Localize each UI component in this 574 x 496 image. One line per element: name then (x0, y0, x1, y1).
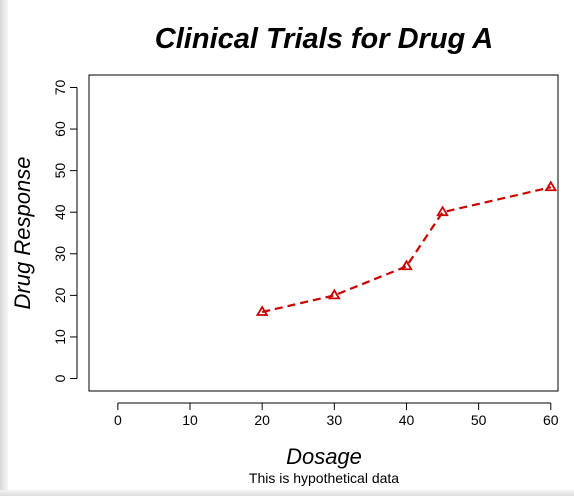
y-tick-label: 50 (52, 163, 68, 179)
y-tick-label: 70 (52, 79, 68, 95)
data-point-marker (544, 180, 558, 192)
y-tick-label: 30 (52, 246, 68, 262)
window-edge-bottom (0, 490, 574, 496)
y-tick-label: 10 (52, 329, 68, 345)
data-point-marker (327, 288, 341, 300)
x-axis: 0 10 20 30 40 50 60 (114, 402, 559, 428)
data-series (255, 180, 558, 316)
data-point-marker (436, 205, 449, 217)
chart-title: Clinical Trials for Drug A (155, 23, 493, 55)
x-tick-label: 10 (182, 412, 198, 428)
x-tick-label: 50 (471, 412, 487, 428)
x-tick-label: 20 (254, 412, 270, 428)
x-tick-label: 0 (114, 412, 122, 428)
x-axis-label: Dosage (286, 444, 362, 469)
data-point-marker (255, 305, 269, 316)
y-axis: 0 10 20 30 40 50 60 70 (52, 79, 78, 382)
y-tick-label: 20 (52, 287, 68, 303)
x-tick-label: 40 (399, 412, 415, 428)
series-line (261, 186, 552, 314)
plot-area-box (88, 74, 559, 392)
y-tick-label: 60 (52, 121, 68, 137)
y-tick-label: 0 (52, 374, 68, 382)
chart-subtitle: This is hypothetical data (249, 470, 399, 486)
x-tick-label: 30 (327, 412, 343, 428)
window-edge-left (0, 0, 8, 496)
x-tick-label: 60 (543, 412, 559, 428)
y-axis-label: Drug Response (10, 157, 35, 310)
y-tick-label: 40 (52, 204, 68, 220)
data-point-marker (400, 259, 413, 271)
